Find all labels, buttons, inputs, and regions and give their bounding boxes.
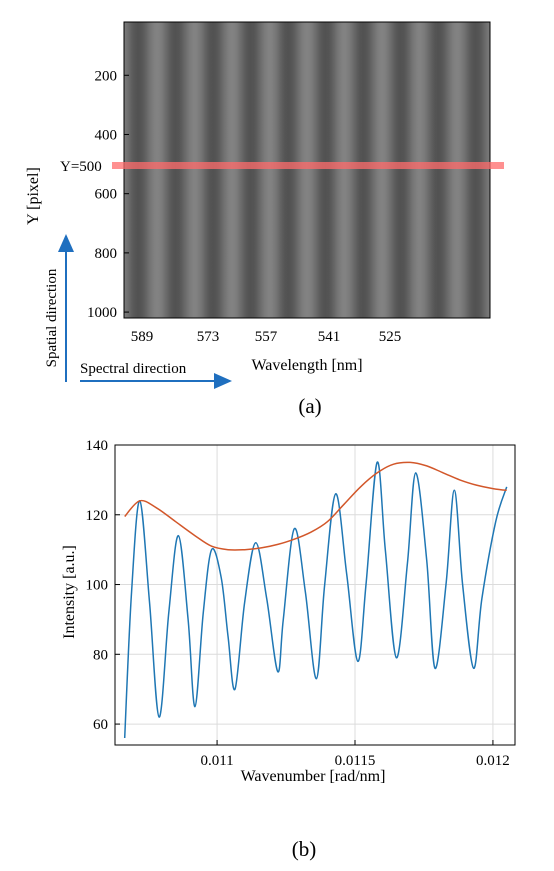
- envelope-series-line: [124, 461, 507, 551]
- a-y-axis-label: Y [pixel]: [25, 167, 42, 225]
- a-y-tick-label: 600: [95, 187, 118, 203]
- a-x-tick-label: 541: [318, 329, 341, 345]
- a-x-tick-label: 557: [255, 329, 278, 345]
- a-y-tick-label: 1000: [87, 305, 117, 321]
- b-plot-frame: [114, 444, 516, 746]
- a-y-tick-label: 800: [95, 246, 118, 262]
- a-x-ticks: 589 573 557 541 525: [131, 329, 402, 345]
- b-grid: [115, 444, 515, 745]
- b-y-ticks: 60 80 100 120 140: [86, 438, 120, 733]
- a-y-tick-label: 200: [95, 68, 118, 84]
- panel-a: Y=500 200 400 600 800 1000 589 573 557 541 525 Y…: [25, 21, 504, 418]
- b-y-axis-label: Intensity [a.u.]: [61, 545, 78, 639]
- b-y-tick-label: 100: [86, 578, 109, 594]
- fringe-image: [124, 22, 490, 318]
- panel-b: 60 80 100 120 140 0.011 0.0115 0.012 Intensity…: [61, 438, 516, 861]
- b-x-ticks: 0.011 0.0115 0.012: [200, 740, 510, 769]
- y500-marker-line: [112, 162, 504, 169]
- b-x-tick-label: 0.012: [476, 753, 510, 769]
- caption-b: (b): [292, 837, 317, 861]
- b-y-tick-label: 60: [93, 717, 108, 733]
- b-y-tick-label: 80: [93, 647, 108, 663]
- y500-marker-label: Y=500: [60, 159, 102, 175]
- a-x-axis-label: Wavelength [nm]: [251, 357, 362, 374]
- b-x-tick-label: 0.0115: [335, 753, 376, 769]
- caption-a: (a): [298, 394, 321, 418]
- b-x-tick-label: 0.011: [200, 753, 233, 769]
- image-frame: [123, 21, 491, 319]
- a-x-tick-label: 573: [197, 329, 220, 345]
- b-y-tick-label: 120: [86, 508, 109, 524]
- b-x-axis-label: Wavenumber [rad/nm]: [241, 768, 386, 785]
- spatial-direction-label: Spatial direction: [44, 268, 60, 367]
- spectral-direction-label: Spectral direction: [80, 361, 187, 377]
- a-y-tick-label: 400: [95, 127, 118, 143]
- a-x-tick-label: 525: [379, 329, 402, 345]
- a-x-tick-label: 589: [131, 329, 154, 345]
- a-y-ticks: 200 400 600 800 1000: [87, 68, 129, 321]
- signal-series-line: [123, 461, 508, 739]
- b-y-tick-label: 140: [86, 438, 109, 454]
